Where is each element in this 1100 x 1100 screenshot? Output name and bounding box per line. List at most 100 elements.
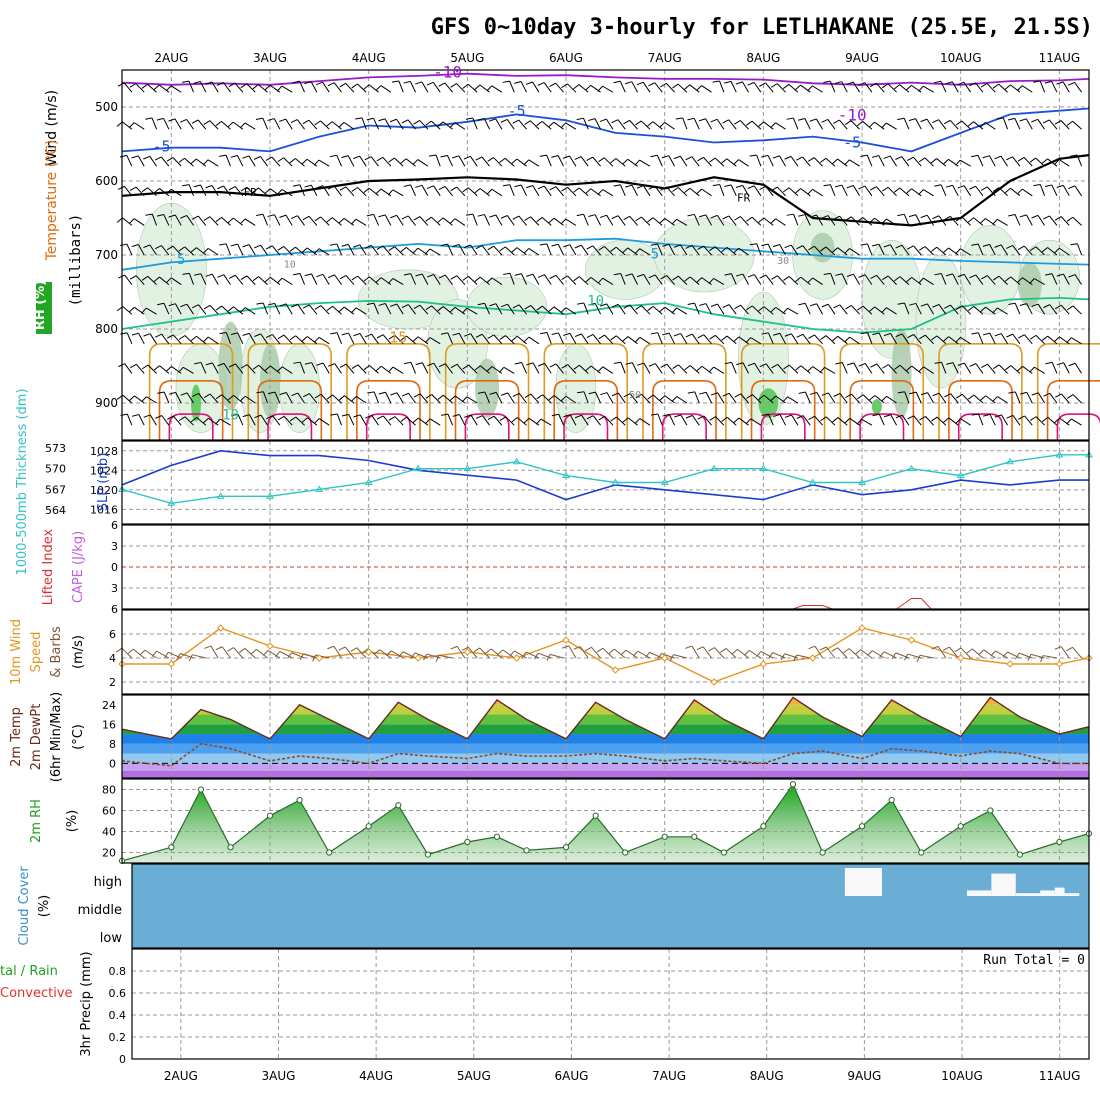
wind-barb (509, 80, 515, 93)
wind-barb-flag (341, 155, 349, 159)
wind-barb-flag (796, 245, 803, 250)
wind-barb-flag (239, 395, 246, 402)
surface-wind-barb (949, 646, 959, 659)
wind-barb-flag (502, 80, 510, 83)
wind-barb (578, 187, 589, 197)
surface-wind-barb-flag (669, 654, 674, 662)
thickness-point (1006, 457, 1014, 465)
wind-barb-flag (450, 83, 457, 88)
wind-barb-flag (759, 185, 766, 191)
wind-barb-flag (771, 186, 778, 192)
wind-barb-flag (672, 187, 679, 192)
thickness-point (562, 471, 570, 479)
wind-barb (641, 216, 651, 226)
wind-barb (964, 362, 972, 374)
wind-barb-flag (955, 337, 961, 343)
wind-barb (503, 366, 515, 374)
wind-barb (911, 188, 922, 197)
rh-tick-60: 60 (102, 805, 116, 818)
wind-barb (837, 247, 848, 256)
wind-barb (246, 275, 256, 285)
wind-barb (311, 273, 318, 285)
cloud-level-middle: middle (78, 903, 122, 918)
wind-barb (666, 275, 675, 285)
wind-barb (901, 244, 910, 256)
wind-barb (603, 157, 614, 167)
wind-barb-flag (477, 117, 485, 121)
wind-barb (1035, 246, 1045, 256)
wind-barb-flag (622, 336, 629, 342)
wind-barb (394, 334, 404, 345)
wind-barb-flag (918, 189, 924, 196)
wind-barb-flag (795, 276, 802, 283)
wind-barb (357, 275, 367, 285)
wind-barb-flag (895, 333, 903, 338)
surface-wind-barb-flag (1014, 652, 1020, 660)
wind-barb-flag (230, 243, 238, 247)
wind-barb-flag (168, 303, 176, 307)
wind-barb (260, 244, 268, 256)
wind-barb (656, 155, 663, 167)
wind-barb-flag (279, 392, 287, 396)
wind-barb (629, 393, 638, 404)
wind-barb (345, 363, 355, 374)
wind-barb (998, 364, 1008, 374)
wind-barb (333, 82, 342, 93)
temp-band-3 (122, 743, 1089, 754)
wind-barb-flag (302, 304, 310, 309)
wind-barb-flag (440, 154, 448, 158)
wind-barb (370, 245, 379, 256)
wind-barb (147, 83, 157, 93)
wind-barb-flag (697, 245, 704, 250)
wind-barb (246, 83, 256, 93)
wind-barb (812, 85, 823, 93)
rh-point (592, 812, 599, 819)
surface-wind-barb (837, 647, 848, 659)
wind-barb-flag (982, 243, 990, 247)
cloud-ylabel: Cloud Cover (17, 866, 32, 946)
wind-barb-flag (400, 158, 407, 164)
wind-barb-flag (671, 218, 677, 225)
wind-barb-flag (215, 394, 223, 400)
wind-barb (134, 395, 145, 404)
wind-barb (989, 244, 996, 256)
wind-barb-flag (709, 334, 716, 340)
wind-barb-flag (907, 156, 914, 162)
wind-barb-flag (585, 276, 592, 283)
wind-barb-flag (784, 155, 792, 160)
wind-barb-flag (894, 364, 901, 370)
wind-barb (952, 273, 959, 285)
wind-barb-flag (252, 84, 259, 90)
wind-barb (849, 248, 860, 256)
wind-barb (726, 416, 737, 426)
wind-barb-flag (1043, 304, 1050, 309)
wind-barb (172, 334, 182, 345)
wind-barb-flag (254, 244, 261, 249)
wind-barb-flag (786, 117, 794, 120)
wind-barb-flag (684, 276, 691, 282)
wind-barb (133, 122, 145, 130)
surface-wind-barb-flag (509, 650, 515, 657)
wind-barb-flag (425, 216, 432, 222)
wind-barb-flag (277, 157, 284, 163)
wind-barb (320, 305, 330, 315)
wind-barb-flag (870, 186, 877, 191)
axis-labels: 2AUG2AUG3AUG3AUG4AUG4AUG5AUG5AUG6AUG6AUG… (0, 51, 1085, 1083)
rh-saturated-2 (871, 399, 882, 415)
contour-label: 30 (777, 256, 789, 267)
wind-barb-flag (637, 362, 644, 366)
wind-barb-flag (905, 84, 912, 91)
wind-barb-flag (440, 332, 448, 335)
wind-barb (299, 273, 306, 285)
wind-barb (719, 80, 725, 93)
surface-wind-barb-flag (435, 655, 440, 662)
temp-tick-24: 24 (102, 699, 116, 712)
wind-barb (195, 158, 207, 167)
wind-barb (592, 156, 601, 167)
wind-barb-flag (327, 82, 335, 87)
wind-barb (938, 392, 947, 404)
wind-barb (532, 81, 540, 93)
wind-barb-flag (277, 245, 285, 251)
wind-barb (1049, 393, 1058, 404)
